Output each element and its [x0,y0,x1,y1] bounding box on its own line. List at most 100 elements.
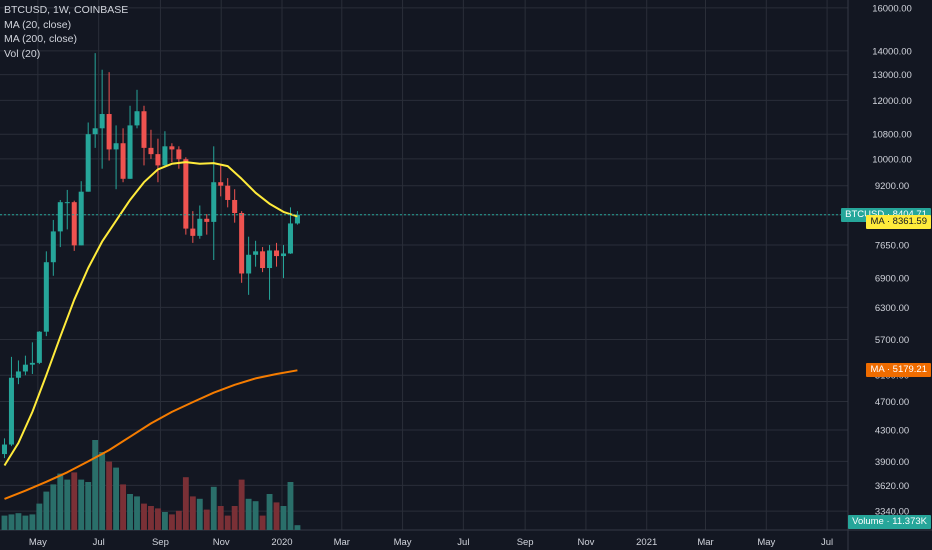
volume-bar [15,513,22,530]
candle-body [155,154,161,166]
x-tick-label: Mar [334,537,350,548]
candle-body [134,111,140,126]
candle-body [239,213,245,274]
candle-body [99,114,105,129]
candle-body [294,214,300,224]
candle-body [232,199,238,214]
volume-bar [182,477,189,530]
candle-body [57,202,63,232]
ma200-badge-value: 5179.21 [892,364,927,376]
volume-bar [196,498,203,530]
volume-bar [29,514,36,530]
candle-body [274,250,280,257]
y-tick-label: 5700.00 [875,335,909,346]
volume-bar [78,479,85,530]
x-tick-label: Mar [697,537,713,548]
legend-symbol[interactable]: BTCUSD, 1W, COINBASE [4,4,129,16]
volume-bar [217,506,224,530]
y-tick-label: 4700.00 [875,397,909,408]
x-tick-label: Sep [152,537,169,548]
legend-volume[interactable]: Vol (20) [4,47,41,60]
volume-bar [120,484,126,530]
price-axis[interactable]: 3340.003620.003900.004300.004700.005100.… [872,3,912,517]
y-tick-label: 16000.00 [872,3,912,14]
volume-bar [99,452,106,530]
candlesticks [1,53,300,459]
price-badge-value: 8404.71 [892,208,927,220]
y-tick-label: 9200.00 [875,181,909,192]
legend-ma20[interactable]: MA (20, close) [4,18,72,31]
volume-bar [22,515,29,530]
y-tick-label: 12000.00 [872,96,912,107]
x-tick-label: Sep [517,537,534,548]
candle-body [253,251,259,255]
volume-bar [141,503,147,530]
y-tick-label: 7650.00 [875,240,909,251]
candle-body [36,331,42,363]
candle-body [127,125,133,179]
candle-body [260,251,266,269]
candle-body [183,159,189,229]
price-badge-label: BTCUSD [845,208,885,220]
x-tick-label: May [29,537,47,548]
volume-bar [252,501,259,530]
ma200-badge-label: MA [870,364,885,376]
x-tick-label: Jul [457,537,469,548]
candle-body [85,134,91,192]
volume-bar [189,496,196,530]
candle-body [267,250,273,269]
candle-body [43,262,49,332]
volume-bar [203,509,210,530]
ma200-line [4,369,298,500]
candle-body [218,182,224,186]
volume-bar [148,506,154,530]
volume-bar [43,491,50,530]
volume-bar [259,515,266,530]
candle-body [1,444,7,455]
volume-bar [155,508,161,530]
y-tick-label: 10000.00 [872,154,912,165]
volume-bar [224,515,231,530]
candle-body [120,143,126,179]
y-tick-label: 6300.00 [875,303,909,314]
candle-body [204,218,210,222]
volume-bar [36,503,43,530]
candle-body [71,202,77,246]
x-tick-label: Jul [821,537,833,548]
time-axis[interactable]: May Jul Sep Nov 2020 Mar May Jul Sep Nov 2021 Mar Ma… [29,537,833,548]
volume-bar [85,482,92,530]
volume-bar [113,467,120,530]
volume-bar [273,502,280,530]
ma20-badge-value: 8361.59 [892,216,927,228]
candle-body [64,202,70,204]
ma20-badge: MA · 8361.59 [866,215,931,230]
y-tick-label: 10800.00 [872,130,912,141]
volume-bar [168,514,175,530]
x-tick-label: May [394,537,412,548]
volume-bars [1,440,301,530]
candle-body [113,143,119,150]
x-tick-label: Jul [93,537,105,548]
y-tick-label: 3900.00 [875,457,909,468]
volume-bar [294,525,301,530]
y-tick-label: 3340.00 [875,507,909,518]
candle-body [78,191,84,246]
volume-bar [287,482,294,530]
candle-body [15,371,21,378]
y-tick-label: 6900.00 [875,274,909,285]
volume-badge-value: 11.373K [892,516,927,527]
candle-body [246,254,252,274]
volume-bar [175,510,182,530]
x-tick-label: 2020 [271,537,292,548]
y-tick-label: 13000.00 [872,70,912,81]
volume-bar [1,515,8,530]
candle-body [197,218,203,236]
chart-legend: BTCUSD, 1W, COINBASE MA (20, close) MA (… [4,3,128,61]
volume-bar [8,514,15,530]
volume-badge-label: Volume [852,516,884,527]
legend-ma200[interactable]: MA (200, close) [4,33,77,45]
volume-bar [64,479,71,530]
volume-bar [161,512,168,530]
